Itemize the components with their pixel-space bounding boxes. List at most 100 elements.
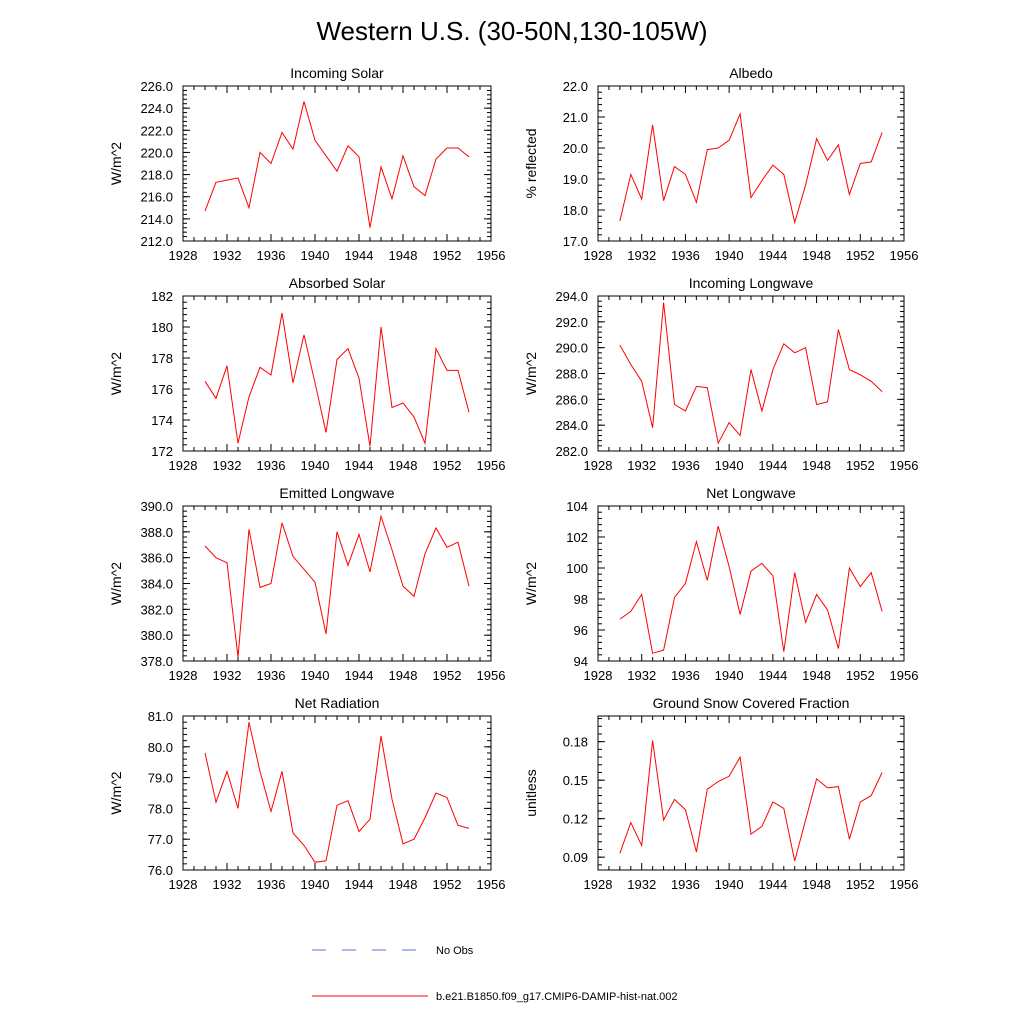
x-tick-label: 1956 <box>477 458 506 473</box>
x-tick-label: 1928 <box>584 458 613 473</box>
x-tick-label: 1940 <box>301 248 330 263</box>
y-tick-label: 98 <box>574 592 588 607</box>
x-tick-label: 1936 <box>257 877 286 892</box>
series-line <box>619 740 883 862</box>
y-tick-label: 226.0 <box>140 79 173 94</box>
x-tick-label: 1932 <box>627 458 656 473</box>
x-tick-label: 1940 <box>301 668 330 683</box>
y-tick-label: 182 <box>151 289 173 304</box>
x-tick-label: 1928 <box>584 668 613 683</box>
x-tick-label: 1944 <box>758 877 787 892</box>
x-tick-label: 1948 <box>802 248 831 263</box>
series-line <box>204 514 470 658</box>
y-axis-label: W/m^2 <box>108 771 124 814</box>
x-tick-label: 1944 <box>758 248 787 263</box>
y-tick-label: 220.0 <box>140 145 173 160</box>
y-tick-label: 100 <box>566 561 588 576</box>
figure-title: Western U.S. (30-50N,130-105W) <box>316 16 707 46</box>
x-tick-label: 1944 <box>345 877 374 892</box>
y-tick-label: 102 <box>566 530 588 545</box>
x-tick-label: 1944 <box>758 668 787 683</box>
x-tick-label: 1956 <box>890 668 919 683</box>
chart-panel-6: 1928 1932 1936 1940 1944 1948 1952 1956 94 96 98 10… <box>523 485 918 683</box>
y-tick-label: 172 <box>151 444 173 459</box>
x-tick-label: 1948 <box>802 877 831 892</box>
series-line <box>619 111 883 225</box>
x-tick-label: 1956 <box>477 668 506 683</box>
plot-frame <box>182 85 492 242</box>
x-tick-label: 1944 <box>345 458 374 473</box>
y-tick-label: 288.0 <box>555 367 588 382</box>
series-line <box>204 101 470 228</box>
y-tick-label: 79.0 <box>148 771 173 786</box>
y-tick-label: 390.0 <box>140 499 173 514</box>
x-tick-label: 1936 <box>257 668 286 683</box>
x-tick-label: 1928 <box>584 248 613 263</box>
panels-group: 1928 1932 1936 1940 1944 1948 1952 1956 212.0 214… <box>108 65 918 892</box>
x-tick-label: 1936 <box>671 877 700 892</box>
panel-title: Albedo <box>729 65 773 81</box>
legend-obs-label: No Obs <box>436 945 474 957</box>
y-tick-label: 77.0 <box>148 832 173 847</box>
y-tick-label: 18.0 <box>563 203 588 218</box>
y-tick-label: 104 <box>566 499 588 514</box>
x-tick-label: 1932 <box>213 248 242 263</box>
x-tick-label: 1928 <box>169 458 198 473</box>
panel-title: Emitted Longwave <box>279 485 394 501</box>
y-tick-label: 178 <box>151 351 173 366</box>
y-tick-label: 0.12 <box>563 812 588 827</box>
x-tick-label: 1948 <box>389 668 418 683</box>
x-tick-label: 1948 <box>389 458 418 473</box>
x-tick-label: 1956 <box>890 458 919 473</box>
x-tick-label: 1956 <box>890 877 919 892</box>
x-tick-label: 1940 <box>301 877 330 892</box>
x-tick-label: 1948 <box>802 458 831 473</box>
y-tick-label: 176 <box>151 382 173 397</box>
y-tick-label: 78.0 <box>148 801 173 816</box>
y-axis-label: W/m^2 <box>108 352 124 395</box>
y-tick-label: 20.0 <box>563 141 588 156</box>
x-tick-label: 1952 <box>433 668 462 683</box>
panel-title: Ground Snow Covered Fraction <box>653 695 850 711</box>
plot-frame <box>597 715 905 871</box>
legend: No Obs b.e21.B1850.f09_g17.CMIP6-DAMIP-h… <box>312 945 678 1003</box>
x-tick-label: 1952 <box>846 248 875 263</box>
x-tick-label: 1932 <box>213 668 242 683</box>
y-axis-label: W/m^2 <box>523 562 539 605</box>
series-line <box>204 312 470 447</box>
y-tick-label: 17.0 <box>563 234 588 249</box>
series-line <box>619 302 883 445</box>
x-tick-label: 1952 <box>433 877 462 892</box>
series-line <box>204 722 470 863</box>
panel-title: Incoming Longwave <box>689 275 814 291</box>
x-tick-label: 1932 <box>213 877 242 892</box>
x-tick-label: 1952 <box>846 668 875 683</box>
chart-panel-1: 1928 1932 1936 1940 1944 1948 1952 1956 212.0 214… <box>108 65 505 263</box>
y-tick-label: 384.0 <box>140 577 173 592</box>
x-tick-label: 1952 <box>433 248 462 263</box>
panel-title: Net Longwave <box>706 485 796 501</box>
plot-frame <box>597 85 905 242</box>
x-tick-label: 1952 <box>433 458 462 473</box>
x-tick-label: 1936 <box>671 248 700 263</box>
y-tick-label: 214.0 <box>140 212 173 227</box>
y-tick-label: 290.0 <box>555 341 588 356</box>
y-tick-label: 96 <box>574 623 588 638</box>
y-tick-label: 0.15 <box>563 773 588 788</box>
y-axis-label: unitless <box>523 769 539 816</box>
x-tick-label: 1944 <box>345 248 374 263</box>
x-tick-label: 1948 <box>802 668 831 683</box>
y-tick-label: 292.0 <box>555 315 588 330</box>
x-tick-label: 1932 <box>627 248 656 263</box>
x-tick-label: 1928 <box>169 668 198 683</box>
y-tick-label: 378.0 <box>140 654 173 669</box>
y-axis-label: W/m^2 <box>108 562 124 605</box>
panel-title: Incoming Solar <box>290 65 384 81</box>
y-tick-label: 180 <box>151 320 173 335</box>
y-tick-label: 286.0 <box>555 392 588 407</box>
x-tick-label: 1948 <box>389 877 418 892</box>
chart-panel-7: 1928 1932 1936 1940 1944 1948 1952 1956 76.0 77.0… <box>108 695 505 892</box>
y-tick-label: 21.0 <box>563 110 588 125</box>
y-axis-label: % reflected <box>523 128 539 198</box>
y-tick-label: 380.0 <box>140 628 173 643</box>
